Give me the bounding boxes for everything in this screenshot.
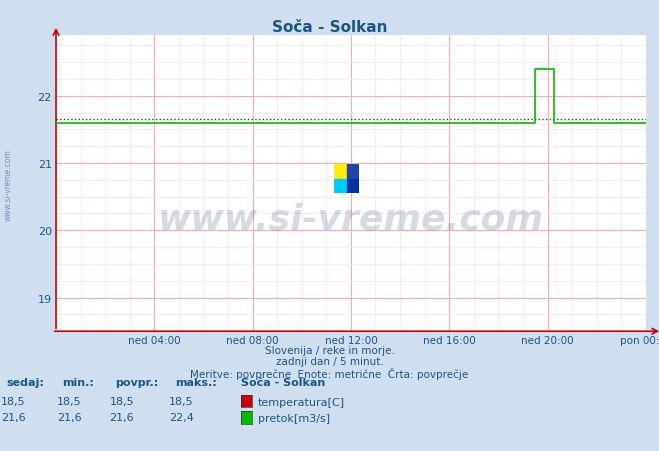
- Text: Soča - Solkan: Soča - Solkan: [272, 20, 387, 35]
- Text: 21,6: 21,6: [57, 412, 82, 422]
- Bar: [335, 179, 347, 194]
- Bar: [335, 165, 347, 179]
- Text: 18,5: 18,5: [169, 396, 194, 405]
- Text: 18,5: 18,5: [1, 396, 26, 405]
- Text: 22,4: 22,4: [169, 412, 194, 422]
- Text: 21,6: 21,6: [109, 412, 134, 422]
- Text: min.:: min.:: [63, 377, 94, 387]
- Text: zadnji dan / 5 minut.: zadnji dan / 5 minut.: [275, 356, 384, 366]
- Text: Meritve: povprečne  Enote: metrične  Črta: povprečje: Meritve: povprečne Enote: metrične Črta:…: [190, 368, 469, 380]
- Text: www.si-vreme.com: www.si-vreme.com: [3, 149, 13, 221]
- Text: temperatura[C]: temperatura[C]: [258, 397, 345, 407]
- Text: Soča - Solkan: Soča - Solkan: [241, 377, 325, 387]
- Text: Slovenija / reke in morje.: Slovenija / reke in morje.: [264, 345, 395, 355]
- Bar: [347, 179, 359, 194]
- Text: pretok[m3/s]: pretok[m3/s]: [258, 414, 330, 423]
- Text: www.si-vreme.com: www.si-vreme.com: [158, 202, 544, 236]
- Text: 18,5: 18,5: [57, 396, 82, 405]
- Text: 18,5: 18,5: [109, 396, 134, 405]
- Text: povpr.:: povpr.:: [115, 377, 159, 387]
- Text: sedaj:: sedaj:: [7, 377, 44, 387]
- Bar: [347, 165, 359, 179]
- Text: 21,6: 21,6: [1, 412, 26, 422]
- Text: maks.:: maks.:: [175, 377, 216, 387]
